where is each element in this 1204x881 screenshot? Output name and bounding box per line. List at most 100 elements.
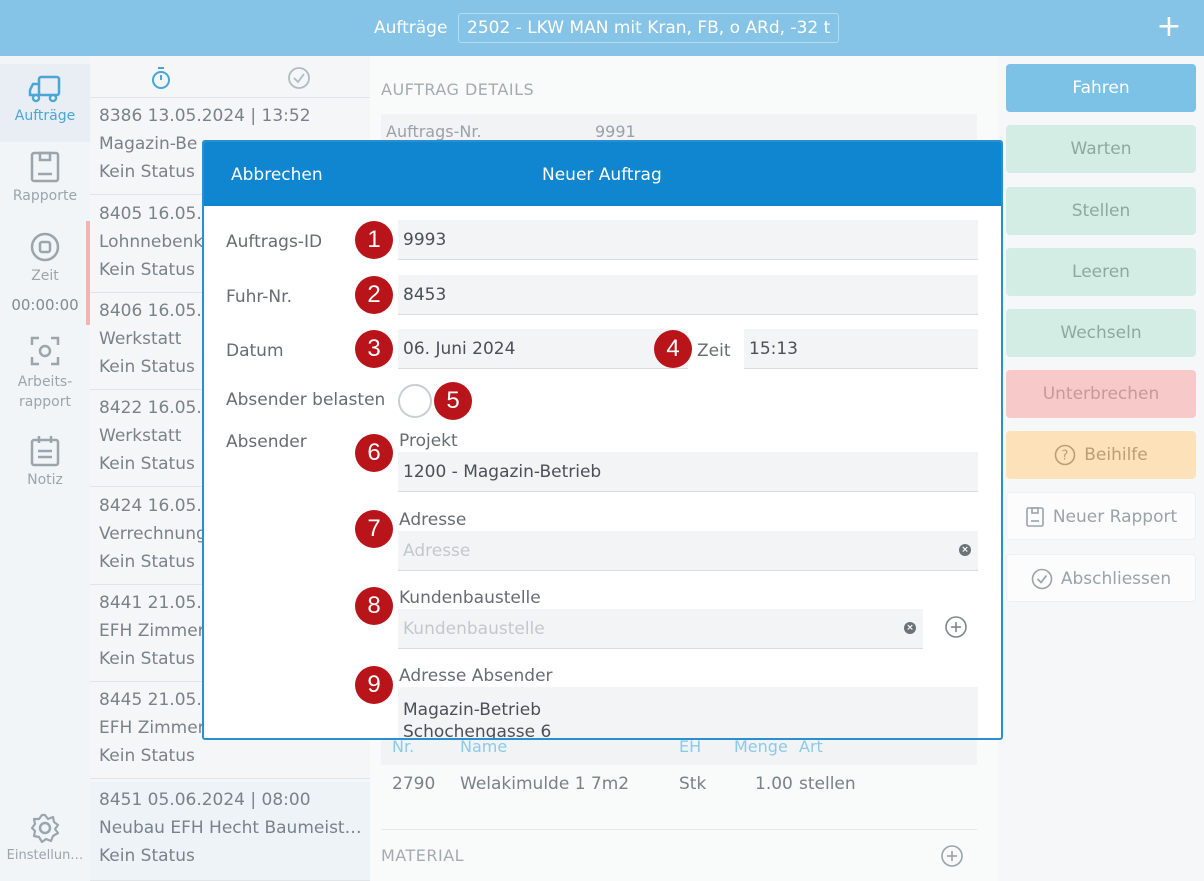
order-header: 8445 21.05.2 <box>99 690 213 710</box>
add-material-icon[interactable] <box>940 844 964 868</box>
kundenbaustelle-label: Kundenbaustelle <box>399 588 541 608</box>
dialog-header: Abbrechen Neuer Auftrag <box>204 142 1001 206</box>
col-name: Name <box>460 737 508 756</box>
order-status: Kein Status <box>99 357 195 377</box>
sidebar-item-auftraege[interactable]: Aufträge <box>0 64 90 142</box>
sidebar-item-label: Rapporte <box>12 188 78 204</box>
order-nr-value: 9991 <box>595 122 636 141</box>
order-place: Werkstatt <box>99 426 182 446</box>
col-eh: EH <box>679 737 702 756</box>
adresse-absender-line2: Schochengasse 6 <box>403 722 552 740</box>
zeit-field[interactable]: 15:13 <box>744 329 978 369</box>
kundenbaustelle-placeholder: Kundenbaustelle <box>403 619 545 639</box>
stellen-button[interactable]: Stellen <box>1006 187 1196 235</box>
neuer-rapport-label: Neuer Rapport <box>1052 507 1178 527</box>
order-place: Magazin-Be <box>99 134 198 154</box>
svg-text:?: ? <box>1062 449 1069 464</box>
annotation-badge: 1 <box>355 221 393 259</box>
absender-belasten-label: Absender belasten <box>226 390 386 410</box>
cell-name: Welakimulde 1 7m2 <box>460 774 630 794</box>
col-nr: Nr. <box>392 737 415 756</box>
dialog-title: Neuer Auftrag <box>542 165 662 185</box>
sidebar-item-rapporte[interactable]: Rapporte <box>0 150 90 220</box>
order-header: 8386 13.05.2024 | 13:52 <box>99 106 311 126</box>
neuer-rapport-button[interactable]: Neuer Rapport <box>1006 492 1196 540</box>
list-item[interactable]: 8445 21.05.2 EFH Zimmer Kein Status <box>90 682 370 779</box>
order-status: Kein Status <box>99 746 195 766</box>
order-status: Kein Status <box>99 260 195 280</box>
order-nr-label: Auftrags-Nr. <box>386 122 482 141</box>
vehicle-selector[interactable]: 2502 - LKW MAN mit Kran, FB, o ARd, -32 … <box>458 13 840 43</box>
leeren-button[interactable]: Leeren <box>1006 248 1196 296</box>
order-place: EFH Zimmer <box>99 621 205 641</box>
beihilfe-button[interactable]: ? Beihilfe <box>1006 431 1196 479</box>
list-item[interactable]: 8405 16.05. Lohnnebenk Kein Status <box>90 196 370 293</box>
truck-icon <box>28 75 61 103</box>
material-heading: MATERIAL <box>381 846 465 865</box>
adresse-absender-line1: Magazin-Betrieb <box>403 700 541 720</box>
absender-belasten-toggle[interactable] <box>398 384 432 418</box>
order-place: Neubau EFH Hecht Baumeist… <box>99 818 361 838</box>
col-art: Art <box>799 737 823 756</box>
action-panel: Fahren Warten Stellen Leeren Wechseln Un… <box>998 56 1204 881</box>
sidebar-item-zeit[interactable]: Zeit <box>0 230 90 290</box>
datum-field[interactable]: 06. Juni 2024 <box>398 329 688 369</box>
order-header: 8405 16.05. <box>99 204 202 224</box>
adresse-field[interactable]: Adresse × <box>398 531 978 571</box>
abschliessen-label: Abschliessen <box>1060 569 1172 589</box>
selection-marker <box>86 221 90 325</box>
cancel-button[interactable]: Abbrechen <box>231 165 323 185</box>
col-menge: Menge <box>734 737 788 756</box>
cell-nr: 2790 <box>392 774 436 794</box>
gear-icon <box>30 813 60 844</box>
order-status: Kein Status <box>99 162 195 182</box>
list-item[interactable]: 8424 16.05.2 Verrechnung Kein Status <box>90 488 370 585</box>
order-place: EFH Zimmer <box>99 718 205 738</box>
absender-label: Absender <box>226 432 307 452</box>
sidebar-item-arbeitsrapport[interactable]: Arbeits- rapport <box>0 334 90 414</box>
list-item-selected[interactable]: 8451 05.06.2024 | 08:00 Neubau EFH Hecht… <box>90 782 370 881</box>
order-header: 8422 16.05.2 <box>99 398 213 418</box>
order-header: 8424 16.05.2 <box>99 496 213 516</box>
time-counter: 00:00:00 <box>11 296 79 314</box>
abschliessen-button[interactable]: Abschliessen <box>1006 554 1196 602</box>
fuhr-nr-field[interactable]: 8453 <box>398 275 978 315</box>
sidebar-item-label: Arbeits- <box>17 374 73 390</box>
cell-eh: Stk <box>679 774 707 794</box>
order-place: Verrechnung <box>99 524 207 544</box>
clipboard-icon <box>1026 507 1044 527</box>
add-order-button[interactable]: + <box>1156 9 1182 44</box>
sidebar-item-einstellungen[interactable]: Einstellun… <box>0 812 90 872</box>
sidebar-item-label: Zeit <box>31 268 59 284</box>
annotation-badge: 2 <box>355 276 393 314</box>
warten-button[interactable]: Warten <box>1006 125 1196 173</box>
scan-icon <box>30 336 60 366</box>
help-icon: ? <box>1054 444 1076 466</box>
list-item[interactable]: 8386 13.05.2024 | 13:52 Magazin-Be Kein … <box>90 98 370 195</box>
stop-icon <box>30 232 60 262</box>
sidebar-item-notiz[interactable]: Notiz <box>0 434 90 494</box>
auftrags-id-label: Auftrags-ID <box>226 232 323 252</box>
add-kundenbaustelle-icon[interactable] <box>944 615 968 639</box>
kundenbaustelle-field[interactable]: Kundenbaustelle × <box>398 609 923 649</box>
projekt-field[interactable]: 1200 - Magazin-Betrieb <box>398 452 978 492</box>
adresse-label: Adresse <box>399 510 467 530</box>
sidebar-item-label-2: rapport <box>19 394 71 410</box>
check-circle-icon <box>1031 568 1053 590</box>
adresse-absender-textarea[interactable]: Magazin-Betrieb Schochengasse 6 <box>398 687 978 740</box>
stopwatch-icon[interactable] <box>150 66 172 90</box>
wechseln-button[interactable]: Wechseln <box>1006 309 1196 357</box>
auftrags-id-field[interactable]: 9993 <box>398 220 978 260</box>
beihilfe-label: Beihilfe <box>1084 445 1148 465</box>
adresse-placeholder: Adresse <box>403 541 471 561</box>
zeit-label: Zeit <box>697 341 731 361</box>
order-place: Werkstatt <box>99 329 182 349</box>
fahren-button[interactable]: Fahren <box>1006 64 1196 112</box>
projekt-label: Projekt <box>399 431 458 451</box>
order-list-header <box>90 56 370 98</box>
check-circle-icon[interactable] <box>287 66 311 90</box>
clear-icon[interactable]: × <box>904 622 916 634</box>
unterbrechen-button[interactable]: Unterbrechen <box>1006 370 1196 418</box>
divider <box>381 829 977 830</box>
clear-icon[interactable]: × <box>959 544 971 556</box>
